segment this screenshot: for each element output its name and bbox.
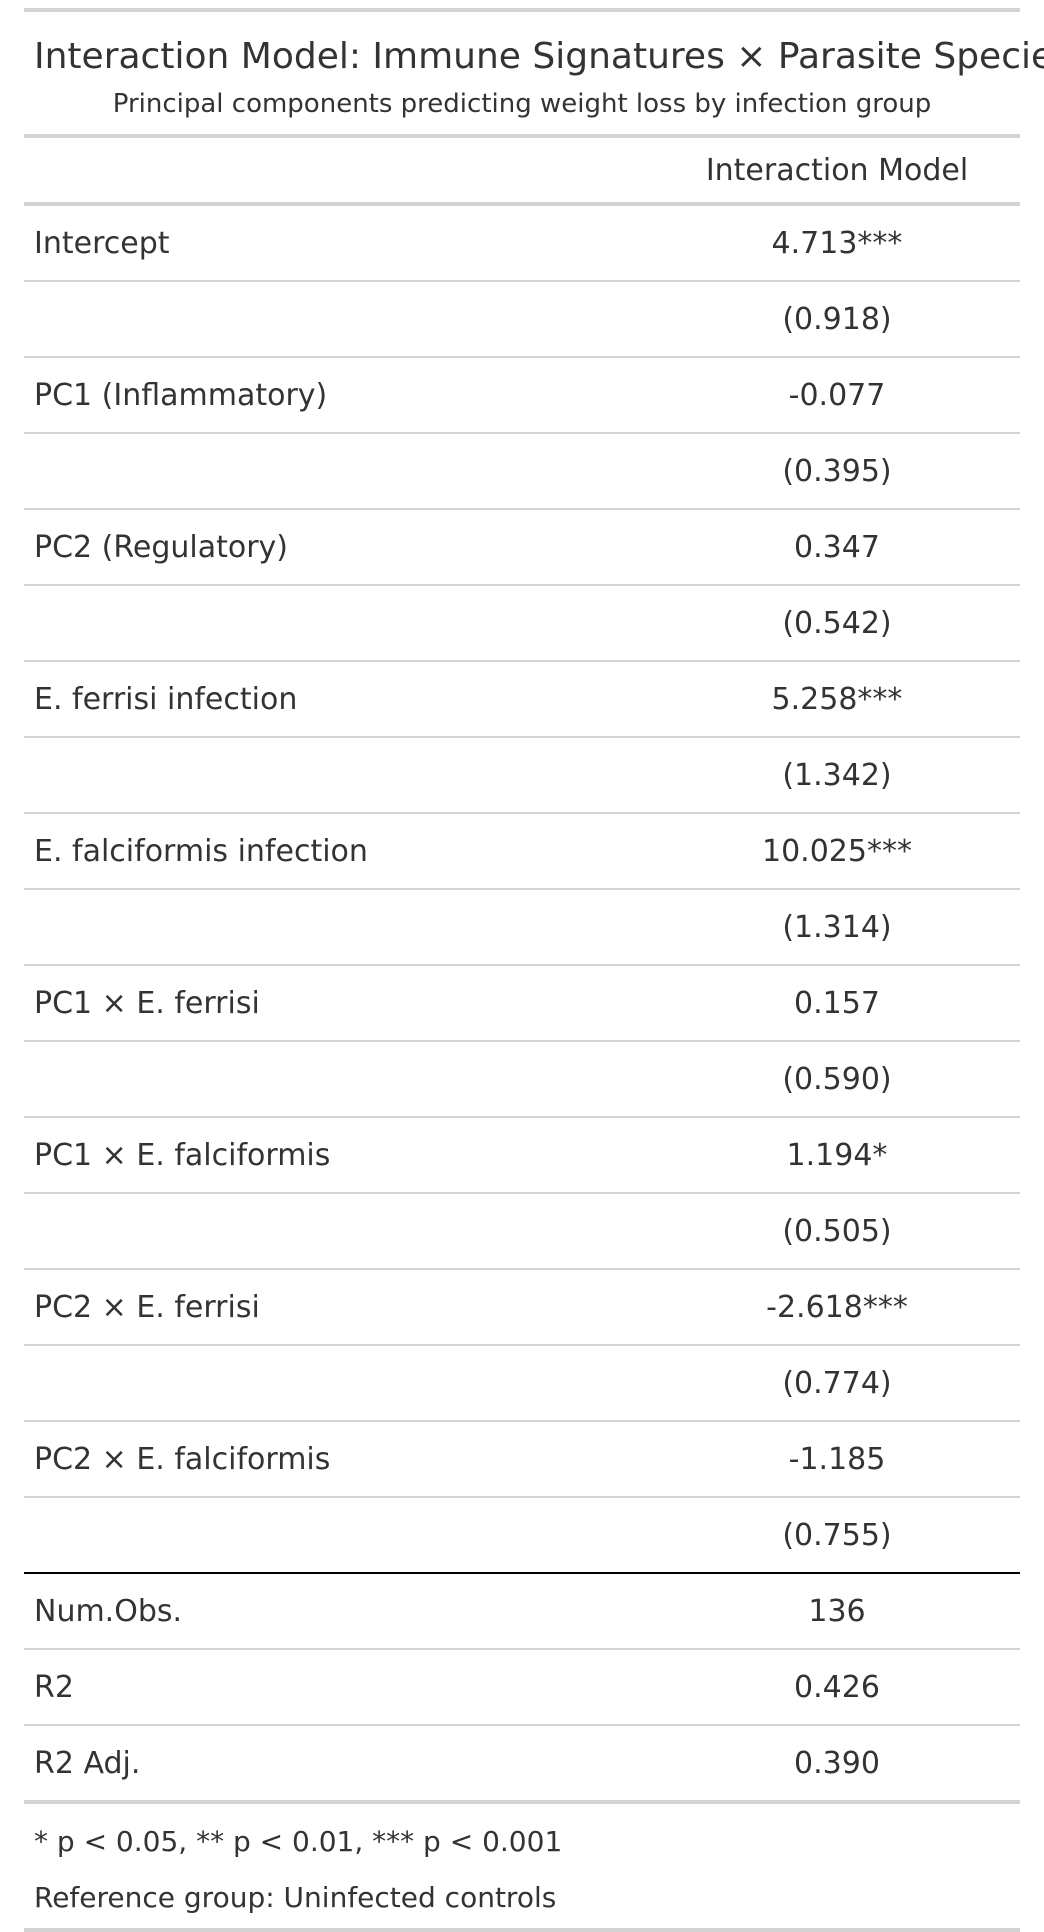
table-row: E. falciformis infection 10.025*** xyxy=(24,813,1020,890)
gof-value: 136 xyxy=(654,1573,1020,1650)
model-table: Interaction Model Intercept 4.713*** (0.… xyxy=(24,138,1020,1804)
table-row: R2 0.426 xyxy=(24,1649,1020,1726)
standard-error-cell: (1.314) xyxy=(654,889,1020,966)
term-label: PC1 × E. ferrisi xyxy=(24,965,654,1042)
term-label-empty xyxy=(24,281,654,358)
table-row: (0.755) xyxy=(24,1497,1020,1574)
reference-group-note: Reference group: Uninfected controls xyxy=(34,1881,557,1914)
term-label-empty xyxy=(24,1193,654,1270)
table-title: Interaction Model: Immune Signatures × P… xyxy=(34,36,1044,77)
term-label-empty xyxy=(24,1345,654,1422)
estimate-cell: 10.025*** xyxy=(654,813,1020,890)
term-label: PC2 × E. falciformis xyxy=(24,1421,654,1498)
gof-label: R2 xyxy=(24,1649,654,1726)
table-row: (0.774) xyxy=(24,1345,1020,1422)
standard-error-cell: (0.590) xyxy=(654,1041,1020,1118)
gof-label: R2 Adj. xyxy=(24,1725,654,1804)
term-label-empty xyxy=(24,585,654,662)
term-label-empty xyxy=(24,1041,654,1118)
term-label-empty xyxy=(24,1497,654,1574)
term-label: PC2 × E. ferrisi xyxy=(24,1269,654,1346)
gof-value: 0.390 xyxy=(654,1725,1020,1804)
top-rule xyxy=(24,8,1020,12)
table-row: (0.918) xyxy=(24,281,1020,358)
term-label-empty xyxy=(24,737,654,814)
significance-note: * p < 0.05, ** p < 0.01, *** p < 0.001 xyxy=(34,1825,563,1858)
table-row: PC2 × E. falciformis -1.185 xyxy=(24,1421,1020,1498)
standard-error-cell: (1.342) xyxy=(654,737,1020,814)
table-row: (0.505) xyxy=(24,1193,1020,1270)
header-rule xyxy=(24,134,1020,138)
estimate-cell: 1.194* xyxy=(654,1117,1020,1194)
goodness-of-fit-rows: Num.Obs. 136 R2 0.426 R2 Adj. 0.390 xyxy=(24,1573,1020,1804)
estimate-cell: -1.185 xyxy=(654,1421,1020,1498)
table-row: (0.542) xyxy=(24,585,1020,662)
term-label: PC2 (Regulatory) xyxy=(24,509,654,586)
header-row: Interaction Model xyxy=(24,138,1020,206)
standard-error-cell: (0.774) xyxy=(654,1345,1020,1422)
table-row: PC1 (Inflammatory) -0.077 xyxy=(24,357,1020,434)
table-row: (0.590) xyxy=(24,1041,1020,1118)
table-row: (1.342) xyxy=(24,737,1020,814)
table-row: PC2 × E. ferrisi -2.618*** xyxy=(24,1269,1020,1346)
estimate-cell: -0.077 xyxy=(654,357,1020,434)
table-subtitle: Principal components predicting weight l… xyxy=(112,89,932,119)
estimate-cell: 4.713*** xyxy=(654,204,1020,282)
coefficient-rows: Intercept 4.713*** (0.918) PC1 (Inflamma… xyxy=(24,204,1020,1574)
estimate-cell: 0.347 xyxy=(654,509,1020,586)
standard-error-cell: (0.395) xyxy=(654,433,1020,510)
bottom-rule xyxy=(24,1928,1020,1932)
estimate-cell: 5.258*** xyxy=(654,661,1020,738)
term-label: E. falciformis infection xyxy=(24,813,654,890)
term-label: E. ferrisi infection xyxy=(24,661,654,738)
table-row: PC1 × E. falciformis 1.194* xyxy=(24,1117,1020,1194)
standard-error-cell: (0.755) xyxy=(654,1497,1020,1574)
standard-error-cell: (0.505) xyxy=(654,1193,1020,1270)
standard-error-cell: (0.918) xyxy=(654,281,1020,358)
table-row: PC1 × E. ferrisi 0.157 xyxy=(24,965,1020,1042)
term-label: PC1 × E. falciformis xyxy=(24,1117,654,1194)
estimate-cell: -2.618*** xyxy=(654,1269,1020,1346)
standard-error-cell: (0.542) xyxy=(654,585,1020,662)
term-label-empty xyxy=(24,433,654,510)
table-row: (0.395) xyxy=(24,433,1020,510)
term-column-header xyxy=(24,138,654,206)
term-label-empty xyxy=(24,889,654,966)
regression-table: Interaction Model: Immune Signatures × P… xyxy=(24,8,1044,1932)
gof-value: 0.426 xyxy=(654,1649,1020,1726)
term-label: PC1 (Inflammatory) xyxy=(24,357,654,434)
table-row: Intercept 4.713*** xyxy=(24,204,1020,282)
gof-label: Num.Obs. xyxy=(24,1573,654,1650)
model-column-header: Interaction Model xyxy=(654,138,1020,206)
table-row: (1.314) xyxy=(24,889,1020,966)
table-row: E. ferrisi infection 5.258*** xyxy=(24,661,1020,738)
table-notes: * p < 0.05, ** p < 0.01, *** p < 0.001 R… xyxy=(24,1804,1020,1926)
table-row: R2 Adj. 0.390 xyxy=(24,1725,1020,1804)
table-row: PC2 (Regulatory) 0.347 xyxy=(24,509,1020,586)
estimate-cell: 0.157 xyxy=(654,965,1020,1042)
term-label: Intercept xyxy=(24,204,654,282)
table-row: Num.Obs. 136 xyxy=(24,1573,1020,1650)
